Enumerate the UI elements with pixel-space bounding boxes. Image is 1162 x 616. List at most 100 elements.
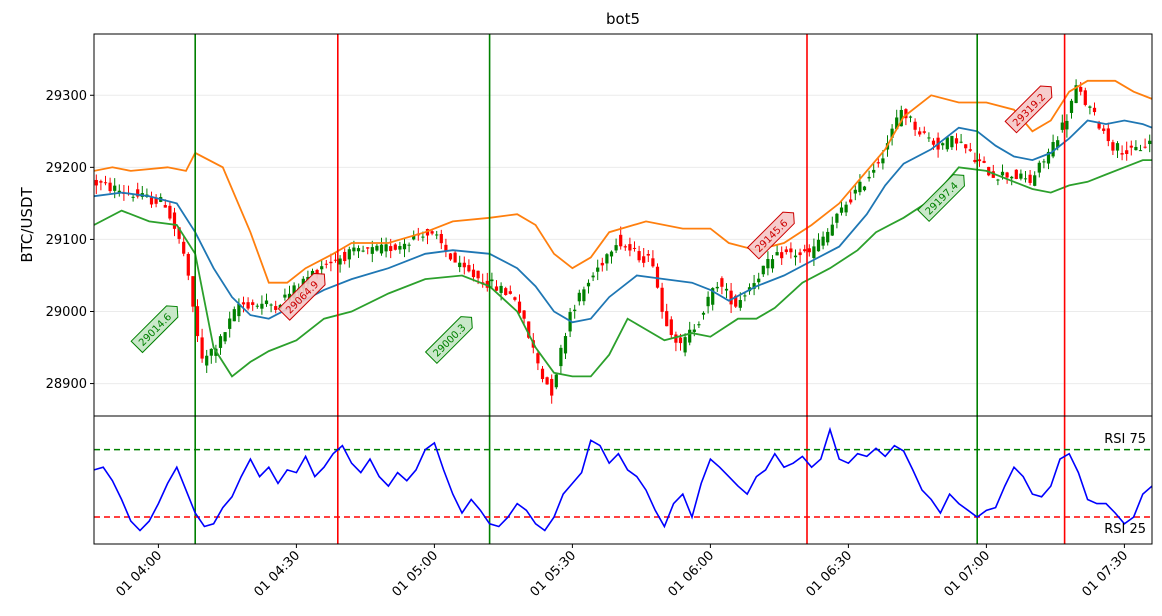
price-panel-frame	[93, 33, 1153, 417]
candle-body	[752, 283, 756, 289]
x-tick-label: 01 04:30	[252, 548, 304, 600]
candle-body	[186, 253, 190, 276]
y-tick-label: 29300	[46, 89, 87, 104]
candle-body	[218, 336, 223, 348]
candle-body	[402, 243, 407, 250]
candle-body	[320, 266, 324, 270]
candle-body	[527, 321, 531, 338]
candle-body	[172, 212, 177, 229]
band-line	[94, 79, 1152, 284]
candle-body	[352, 247, 356, 252]
candle-body	[1005, 172, 1009, 178]
sell-annotation: 29319.2	[1004, 85, 1053, 134]
candle-body	[366, 247, 370, 249]
candle-body	[508, 291, 512, 294]
candle-body	[1134, 146, 1138, 151]
candle-body	[522, 310, 526, 319]
candle-body	[1120, 153, 1124, 155]
x-tick-label: 01 04:00	[114, 548, 166, 600]
candle-body	[1033, 175, 1037, 186]
candle-body	[614, 245, 618, 251]
candle-body	[200, 337, 204, 359]
candle-body	[908, 116, 913, 118]
candle-body	[149, 197, 154, 205]
candle-body	[642, 256, 646, 263]
candle-body	[1079, 86, 1083, 92]
candle-body	[757, 278, 761, 283]
y-ticks: 28900 29000 29100 29200 29300	[46, 89, 94, 392]
y-tick-label: 28900	[46, 377, 87, 392]
candle-body	[485, 280, 489, 288]
candle-body	[959, 141, 963, 143]
candle-body	[361, 250, 365, 252]
candle-body	[573, 309, 577, 312]
candle-body	[131, 196, 135, 198]
candle-body	[982, 160, 986, 163]
annotation-flag	[424, 316, 473, 365]
buy-annotation: 29000.3	[424, 316, 473, 365]
annotation-flag	[917, 174, 965, 223]
candle-body	[862, 186, 867, 191]
candle-body	[1014, 169, 1018, 179]
candle-body	[770, 259, 775, 269]
candle-body	[513, 297, 517, 300]
candle-body	[329, 261, 333, 264]
candle-body	[384, 244, 388, 252]
candle-body	[393, 244, 397, 250]
candle-body	[720, 278, 724, 287]
candle-body	[738, 300, 742, 308]
candle-body	[913, 121, 917, 130]
candle-body	[876, 162, 880, 164]
candle-body	[430, 231, 434, 234]
candle-body	[683, 337, 687, 353]
candle-body	[310, 270, 315, 276]
candle-body	[1138, 150, 1143, 152]
candle-body	[379, 244, 384, 254]
sell-annotation: 29064.9	[277, 272, 326, 321]
x-tick-label: 01 07:30	[1080, 548, 1132, 600]
candle-body	[890, 128, 894, 138]
candle-body	[945, 137, 949, 150]
candle-body	[324, 263, 328, 265]
candle-body	[412, 235, 416, 240]
candle-body	[375, 245, 379, 251]
candle-body	[775, 252, 779, 256]
candle-body	[605, 254, 609, 264]
annotation-flag	[277, 272, 326, 321]
candle-body	[1000, 171, 1005, 176]
band-line	[94, 159, 1152, 378]
candle-body	[205, 355, 209, 366]
candle-body	[1115, 143, 1120, 151]
annotation-flag	[746, 211, 795, 260]
candle-body	[853, 189, 857, 194]
candle-body	[494, 286, 499, 291]
candle-body	[609, 251, 614, 257]
candle-body	[237, 303, 241, 317]
candle-body	[591, 275, 595, 278]
candle-body	[108, 182, 112, 192]
rsi-panel	[94, 426, 1152, 532]
x-ticks: 01 04:00 01 04:30 01 05:00 01 05:30 01 06:00…	[114, 544, 1132, 600]
candle-body	[789, 248, 793, 253]
candle-body	[274, 306, 278, 310]
candle-body	[476, 270, 480, 279]
candle-body	[154, 197, 158, 204]
candle-body	[283, 294, 287, 298]
candle-body	[1051, 142, 1055, 157]
candle-body	[103, 182, 108, 184]
y-tick-label: 29000	[46, 305, 87, 320]
buy-annotation: 29014.6	[130, 305, 179, 354]
candle-body	[964, 144, 968, 149]
candle-body	[950, 135, 954, 148]
candle-body	[637, 251, 641, 261]
x-tick-label: 01 05:00	[390, 548, 442, 600]
trade-annotations: 29014.629064.929000.329145.629197.429319…	[130, 85, 1053, 365]
bands	[94, 79, 1152, 378]
candle-body	[99, 181, 103, 183]
candle-body	[292, 285, 296, 299]
candle-body	[844, 204, 848, 213]
candle-body	[849, 199, 853, 203]
candle-body	[830, 224, 834, 236]
candle-body	[941, 143, 945, 146]
